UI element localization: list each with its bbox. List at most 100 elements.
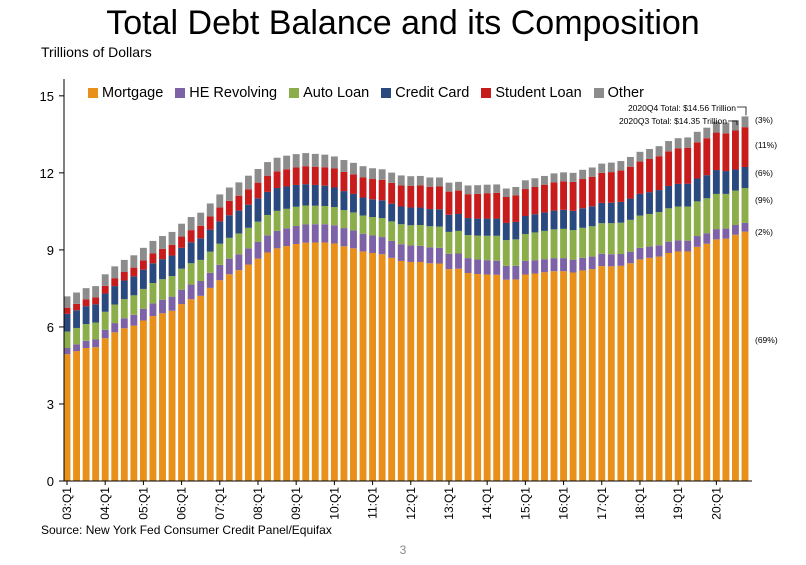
- bar-segment: [359, 197, 367, 216]
- bar-segment: [225, 187, 233, 201]
- legend-label: HE Revolving: [189, 85, 278, 101]
- bar-segment: [455, 213, 462, 231]
- bar-segment: [82, 288, 90, 300]
- bar-segment: [512, 221, 520, 240]
- bar-segment: [273, 188, 281, 211]
- y-axis-label: Trillions of Dollars: [41, 44, 152, 60]
- bar-segment: [120, 280, 128, 300]
- bar-segment: [302, 242, 310, 481]
- bar-segment: [206, 229, 214, 252]
- bar-segment: [159, 259, 166, 280]
- bar-segment: [321, 224, 329, 243]
- bar-segment: [216, 221, 224, 244]
- bar-segment: [92, 304, 100, 323]
- bar-segment: [73, 310, 80, 328]
- bar-segment: [502, 188, 510, 197]
- bar-segment: [722, 122, 730, 134]
- bar-segment: [703, 233, 711, 244]
- bar-segment: [474, 274, 482, 481]
- bar-segment: [665, 185, 673, 209]
- bar-segment: [321, 185, 329, 206]
- bar-segment: [197, 212, 205, 226]
- bar-segment: [502, 265, 510, 280]
- q3-total-annotation: 2020Q3 Total: $14.35 Trillion: [619, 116, 727, 126]
- bar-segment: [569, 230, 577, 260]
- bar-segment: [521, 216, 529, 234]
- bar-segment: [636, 161, 644, 194]
- bar-segment: [388, 182, 396, 204]
- bar-segment: [225, 200, 233, 216]
- bar-segment: [455, 181, 462, 191]
- x-tick-label: 16:Q1: [557, 487, 571, 520]
- bar-segment: [264, 235, 271, 253]
- bar-segment: [445, 182, 453, 192]
- bar-segment: [531, 273, 539, 481]
- bar-segment: [302, 166, 310, 185]
- legend-swatch: [175, 88, 186, 98]
- bar-segment: [273, 171, 281, 189]
- bar-segment: [455, 253, 462, 269]
- bar-segment: [397, 175, 405, 186]
- bar-segment: [693, 131, 701, 143]
- bar-segment: [235, 233, 243, 255]
- bar-segment: [120, 318, 128, 329]
- x-tick-label: 15:Q1: [518, 487, 532, 520]
- bar-segment: [359, 251, 367, 481]
- bar-segment: [111, 286, 119, 305]
- bar-segment: [283, 155, 291, 170]
- bar-segment: [369, 179, 377, 200]
- bar-segment: [722, 133, 730, 172]
- bar-segment: [139, 247, 147, 261]
- bar-segment: [264, 214, 271, 236]
- bar-segment: [350, 174, 357, 194]
- bar-segment: [560, 172, 568, 182]
- bar-segment: [464, 235, 472, 259]
- bar-segment: [139, 269, 147, 289]
- bar-segment: [130, 325, 138, 481]
- y-tick-label: 6: [47, 320, 54, 335]
- bar-segment: [435, 263, 443, 481]
- bar-segment: [617, 161, 625, 171]
- bar-segment: [483, 260, 491, 275]
- bar-segment: [311, 153, 319, 167]
- bar-segment: [741, 166, 749, 189]
- bar-segment: [292, 184, 300, 207]
- bar-segment: [636, 247, 644, 260]
- bar-segment: [273, 157, 281, 172]
- legend-label: Other: [607, 85, 644, 101]
- bar-segment: [159, 279, 166, 300]
- bar-segment: [636, 193, 644, 216]
- bar-segment: [178, 304, 186, 481]
- bar-segment: [588, 206, 596, 227]
- bar-segment: [598, 266, 606, 481]
- bar-segment: [388, 257, 396, 481]
- bar-segment: [82, 347, 90, 481]
- bar-segment: [254, 258, 262, 481]
- bar-segment: [732, 169, 739, 191]
- bar-segment: [178, 236, 186, 248]
- bar-segment: [197, 295, 205, 481]
- bar-segment: [493, 260, 501, 275]
- bar-segment: [626, 263, 634, 481]
- bar-segment: [397, 244, 405, 261]
- bar-segment: [703, 127, 711, 139]
- bar-segment: [550, 210, 558, 230]
- bar-segment: [388, 172, 396, 183]
- bar-segment: [92, 347, 100, 481]
- bar-segment: [722, 228, 730, 239]
- bar-segment: [397, 260, 405, 481]
- bar-segment: [168, 255, 176, 277]
- bar-segment: [684, 206, 692, 241]
- bar-segment: [292, 154, 300, 168]
- bar-segment: [521, 274, 529, 481]
- bar-segment: [340, 228, 348, 247]
- bar-segment: [73, 344, 80, 352]
- bar-segment: [130, 314, 138, 326]
- bar-segment: [206, 287, 214, 481]
- bar-segment: [340, 191, 348, 211]
- bar-segment: [168, 296, 176, 311]
- bar-segment: [560, 228, 568, 259]
- bar-segment: [483, 274, 491, 481]
- bar-segment: [225, 258, 233, 275]
- bar-segment: [435, 186, 443, 210]
